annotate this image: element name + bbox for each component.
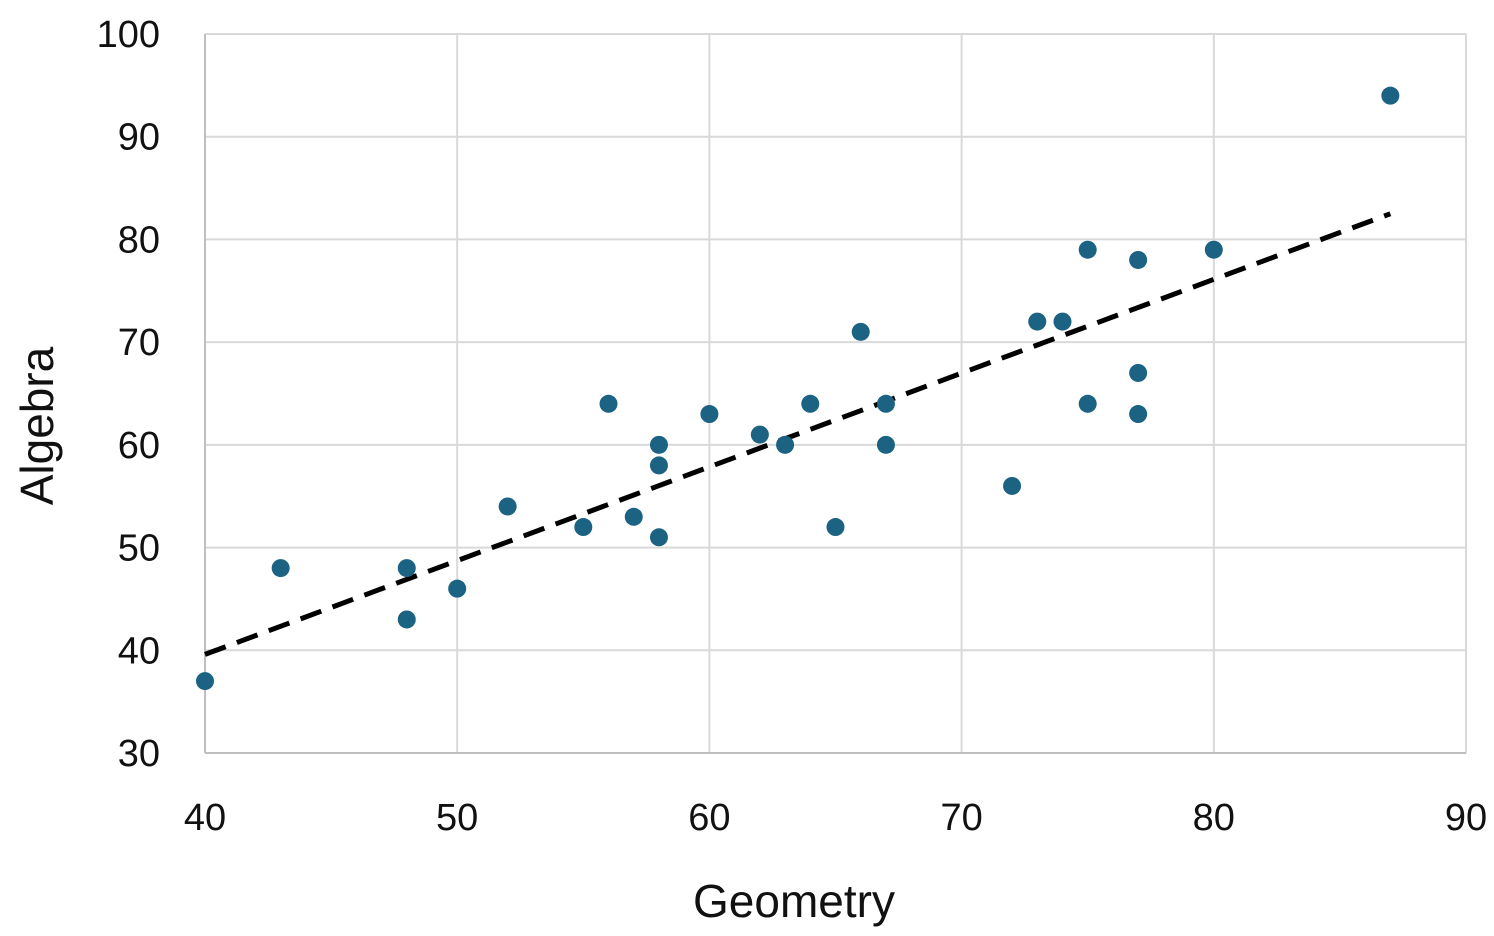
data-point — [750, 425, 769, 444]
data-point — [1129, 250, 1148, 269]
data-point — [649, 456, 668, 475]
y-tick-label: 90 — [118, 117, 160, 159]
data-point — [1053, 312, 1072, 331]
y-tick-label: 50 — [118, 528, 160, 570]
data-point — [801, 394, 820, 413]
data-points — [196, 86, 1400, 691]
y-tick-label: 100 — [97, 14, 160, 56]
data-point — [1381, 86, 1400, 105]
y-tick-label: 60 — [118, 425, 160, 467]
y-tick-label: 40 — [118, 630, 160, 672]
trendline-group — [204, 211, 1392, 657]
x-tick-label: 70 — [940, 797, 982, 839]
y-tick-label: 30 — [118, 733, 160, 775]
data-point — [776, 435, 795, 454]
grid-lines — [204, 33, 1467, 754]
data-point — [498, 497, 517, 516]
data-point — [851, 322, 870, 341]
data-point — [1003, 476, 1022, 495]
x-tick-label: 50 — [436, 797, 478, 839]
x-tick-label: 40 — [184, 797, 226, 839]
data-point — [1129, 363, 1148, 382]
data-point — [599, 394, 618, 413]
data-point — [448, 579, 467, 598]
data-point — [1078, 394, 1097, 413]
data-point — [649, 528, 668, 547]
data-point — [1078, 240, 1097, 259]
x-tick-label: 90 — [1445, 797, 1487, 839]
data-point — [700, 405, 719, 424]
data-point — [1129, 405, 1148, 424]
data-point — [196, 672, 214, 691]
tick-labels: 40 50 60 70 80 90 30 40 50 60 70 80 90 100 — [97, 14, 1488, 839]
data-point — [397, 559, 416, 578]
data-point — [826, 518, 845, 537]
data-point — [574, 518, 593, 537]
x-tick-label: 60 — [688, 797, 730, 839]
data-point — [624, 507, 643, 526]
x-axis-title: Geometry — [693, 875, 895, 927]
y-axis-title: Algebra — [11, 346, 63, 505]
data-point — [1204, 240, 1223, 259]
y-tick-label: 70 — [118, 322, 160, 364]
axes — [204, 34, 1466, 754]
data-point — [649, 435, 668, 454]
data-point — [876, 394, 895, 413]
data-point — [1028, 312, 1047, 331]
x-tick-label: 80 — [1193, 797, 1235, 839]
data-point — [271, 559, 290, 578]
y-tick-label: 80 — [118, 219, 160, 261]
data-point — [876, 435, 895, 454]
trendline — [204, 211, 1392, 657]
data-point — [397, 610, 416, 629]
